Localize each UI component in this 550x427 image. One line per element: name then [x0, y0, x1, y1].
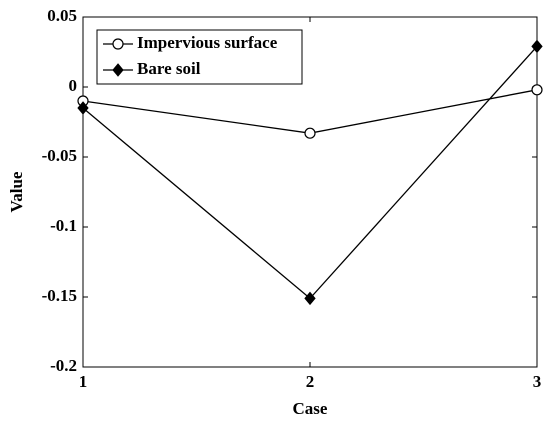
y-tick-label: -0.15 [42, 286, 77, 305]
y-tick-label: -0.05 [42, 146, 77, 165]
x-tick-label: 3 [533, 372, 542, 391]
y-tick-label: -0.1 [50, 216, 77, 235]
marker [531, 39, 543, 54]
y-tick-label: 0 [69, 76, 78, 95]
legend-label: Impervious surface [137, 33, 278, 52]
marker [77, 101, 89, 115]
legend-label: Bare soil [137, 59, 201, 78]
y-tick-label: -0.2 [50, 356, 77, 375]
legend-marker [112, 63, 124, 77]
legend-box [96, 29, 303, 85]
x-tick-label: 2 [306, 372, 315, 391]
y-tick-label: 0.05 [47, 6, 77, 25]
marker [531, 84, 543, 96]
marker [304, 127, 316, 139]
legend-marker [112, 38, 124, 50]
marker [304, 291, 316, 306]
x-tick-label: 1 [79, 372, 88, 391]
x-axis-label: Case [293, 399, 328, 418]
series-line [82, 89, 538, 134]
y-axis-label: Value [7, 171, 26, 212]
